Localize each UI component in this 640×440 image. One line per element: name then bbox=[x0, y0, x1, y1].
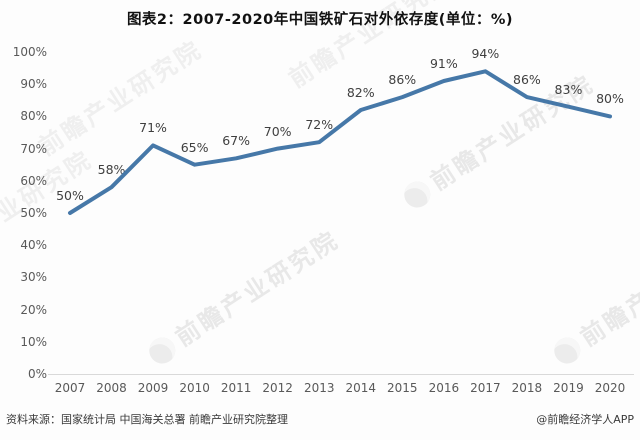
x-axis-tick-label: 2012 bbox=[262, 381, 293, 395]
x-axis-tick-label: 2011 bbox=[220, 381, 252, 395]
x-axis-tick-label: 2008 bbox=[96, 381, 127, 395]
credit-note: @前瞻经济学人APP bbox=[536, 413, 634, 426]
data-point-label: 94% bbox=[471, 46, 500, 62]
data-point-label: 86% bbox=[388, 72, 417, 88]
x-axis-tick-label: 2009 bbox=[137, 381, 169, 395]
data-point-label: 70% bbox=[263, 123, 292, 139]
y-axis-tick-label: 40% bbox=[20, 238, 47, 253]
data-point-label: 50% bbox=[56, 188, 84, 203]
data-point-label: 58% bbox=[97, 162, 126, 178]
data-point-label: 71% bbox=[139, 120, 167, 136]
data-point-label: 91% bbox=[429, 55, 458, 71]
x-axis-tick-label: 2015 bbox=[387, 381, 418, 395]
y-axis-tick-label: 90% bbox=[20, 77, 47, 92]
data-point-label: 65% bbox=[180, 139, 209, 155]
data-point-label: 83% bbox=[554, 81, 583, 97]
data-point-label: 82% bbox=[346, 84, 375, 100]
y-axis-tick-label: 70% bbox=[20, 141, 47, 156]
y-axis-tick-label: 60% bbox=[20, 173, 47, 188]
data-source-note: 资料来源：国家统计局 中国海关总署 前瞻产业研究院整理 bbox=[6, 413, 288, 426]
x-axis-tick-label: 2013 bbox=[303, 381, 335, 395]
x-axis-tick-label: 2017 bbox=[470, 381, 501, 395]
chart-footer: 资料来源：国家统计局 中国海关总署 前瞻产业研究院整理 @前瞻经济学人APP bbox=[0, 409, 640, 429]
y-axis-tick-label: 30% bbox=[20, 270, 47, 285]
chart-title: 图表2：2007-2020年中国铁矿石对外依存度(单位：%) bbox=[126, 12, 514, 28]
x-axis-tick-label: 2014 bbox=[345, 381, 377, 395]
x-axis-tick-label: 2019 bbox=[553, 381, 584, 395]
y-axis-tick-label: 50% bbox=[20, 206, 47, 220]
y-axis-tick-label: 100% bbox=[12, 45, 47, 59]
y-axis-tick-label: 0% bbox=[27, 367, 47, 381]
data-point-label: 80% bbox=[596, 91, 624, 107]
data-point-label: 67% bbox=[222, 133, 251, 149]
y-axis-tick-label: 20% bbox=[20, 302, 47, 317]
y-axis-tick-label: 80% bbox=[20, 109, 47, 124]
x-axis-tick-label: 2007 bbox=[54, 381, 86, 395]
data-point-label: 86% bbox=[513, 72, 541, 88]
data-point-label: 72% bbox=[305, 117, 334, 133]
y-axis-tick-label: 10% bbox=[20, 334, 47, 349]
x-axis-tick-label: 2010 bbox=[179, 381, 210, 395]
x-axis-tick-label: 2016 bbox=[428, 381, 460, 395]
x-axis-line bbox=[48, 374, 634, 375]
dependence-line-series bbox=[68, 69, 612, 215]
x-axis-tick-label: 2020 bbox=[594, 381, 626, 395]
x-axis-tick-label: 2018 bbox=[511, 381, 543, 395]
